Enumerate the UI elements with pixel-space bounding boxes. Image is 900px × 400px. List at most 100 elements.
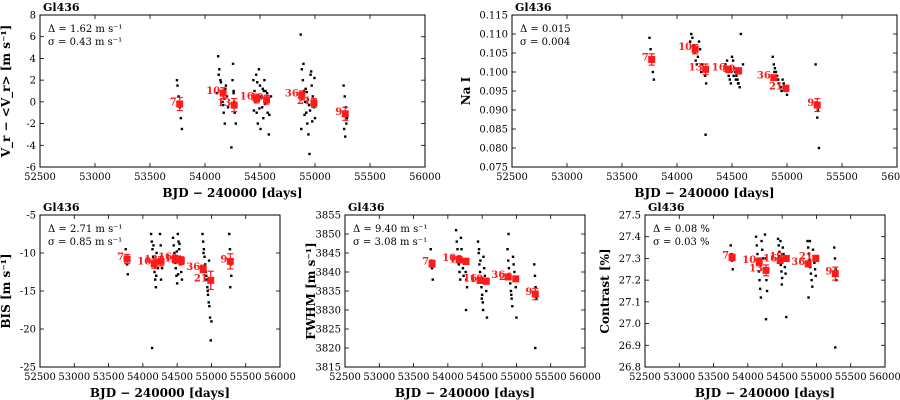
data-point [777, 82, 780, 85]
data-point [345, 116, 349, 120]
bin-count-label: 21 [769, 81, 783, 92]
data-point [308, 152, 311, 156]
y-tick-label: -5 [26, 211, 36, 222]
x-tick-label: 54000 [661, 172, 693, 183]
bin-count-label: 21 [799, 251, 813, 262]
data-point [303, 113, 306, 117]
data-point [174, 267, 177, 270]
data-point [151, 248, 154, 251]
bin-point [462, 257, 470, 265]
data-point [307, 133, 310, 136]
y-tick-label: 3845 [316, 249, 341, 260]
bin-point [123, 255, 131, 263]
x-tick-label: 55000 [196, 372, 228, 383]
data-point [262, 116, 265, 120]
data-point [160, 267, 164, 270]
data-point [178, 242, 181, 246]
data-point [219, 78, 222, 82]
y-tick-label: 27.3 [619, 254, 641, 265]
y-tick-label: 4 [30, 54, 36, 65]
data-point [342, 84, 345, 87]
x-tick-label: 54500 [466, 372, 498, 383]
data-point [703, 74, 707, 77]
bin-count-label: 16 [463, 273, 477, 284]
stat-annotation: σ = 0.85 m s⁻¹ [48, 237, 122, 248]
bin-count-label: 9 [807, 98, 814, 109]
bin-count-label: 10 [678, 42, 692, 53]
data-point [175, 250, 178, 253]
y-tick-label: -25 [20, 363, 36, 374]
bin-count-label: 7 [422, 257, 429, 268]
data-point [301, 78, 305, 82]
data-point [159, 244, 162, 247]
y-tick-label: 0.100 [479, 68, 508, 79]
y-tick-label: 27.0 [619, 319, 641, 330]
data-point [344, 135, 347, 138]
data-point [731, 59, 735, 62]
panel-title: Gl436 [348, 201, 385, 214]
bin-point [207, 276, 215, 284]
data-point [225, 95, 229, 98]
bin-count-label: 36 [757, 71, 771, 82]
data-point [232, 89, 235, 93]
data-point [739, 32, 742, 36]
x-axis-label: BJD − 240000 [days] [634, 186, 774, 200]
x-tick-label: 55000 [771, 172, 803, 183]
bin-point [341, 110, 349, 118]
x-tick-label: 56000 [881, 172, 900, 183]
data-point [155, 274, 158, 277]
data-point [252, 109, 256, 112]
data-point [689, 40, 692, 43]
x-axis-label: BJD − 240000 [days] [162, 186, 302, 200]
data-point [816, 116, 819, 119]
bin-point [782, 84, 790, 92]
bin-count-label: 19 [164, 254, 178, 265]
data-point [725, 59, 729, 62]
data-point [306, 98, 310, 101]
data-point [462, 274, 465, 277]
x-tick-label: 54500 [161, 372, 193, 383]
data-point [728, 78, 731, 81]
data-point [158, 232, 162, 236]
data-point [232, 91, 235, 95]
data-point [231, 78, 234, 82]
bin-count-label: 36 [186, 262, 200, 273]
data-point [533, 263, 536, 266]
data-point [507, 232, 510, 236]
x-tick-label: 55500 [354, 172, 386, 183]
data-point [811, 285, 814, 288]
data-point [171, 236, 175, 239]
bin-point [755, 258, 763, 266]
data-point [306, 122, 309, 125]
bin-point [253, 95, 261, 103]
bin-point [226, 257, 234, 265]
data-point [785, 93, 789, 96]
panel-rv: 52500 53000 53500 54000 54500 55000 55500 56000… [0, 1, 441, 200]
bin-count-label: 10 [742, 255, 756, 266]
y-axis-label: BIS [m s⁻¹] [0, 253, 13, 328]
data-point [483, 274, 487, 277]
data-point [307, 103, 311, 107]
data-point [263, 78, 266, 82]
y-tick-label: 3850 [316, 230, 341, 241]
bin-count-label: 16 [240, 92, 254, 103]
x-tick-label: 52500 [496, 172, 528, 183]
data-point [180, 270, 183, 274]
panel-contrast: 52500 53000 53500 54000 54500 55000 55500 56000… [598, 201, 900, 400]
x-axis-label: BJD − 240000 [days] [395, 386, 535, 400]
data-point [206, 289, 209, 293]
y-tick-label: 0 [30, 97, 36, 108]
data-point [234, 122, 237, 125]
bin-count-label: 7 [170, 97, 177, 108]
data-point [810, 278, 813, 282]
data-point [758, 278, 761, 282]
data-point [476, 240, 480, 243]
panel-bis: 52500 53000 53500 54000 54500 55000 55500 56000… [0, 201, 296, 400]
data-point [481, 301, 485, 304]
data-point [736, 78, 739, 81]
data-point [480, 293, 484, 296]
data-point [176, 84, 179, 87]
bin-point [702, 65, 710, 73]
data-point [780, 89, 783, 93]
x-tick-label: 53500 [398, 372, 430, 383]
